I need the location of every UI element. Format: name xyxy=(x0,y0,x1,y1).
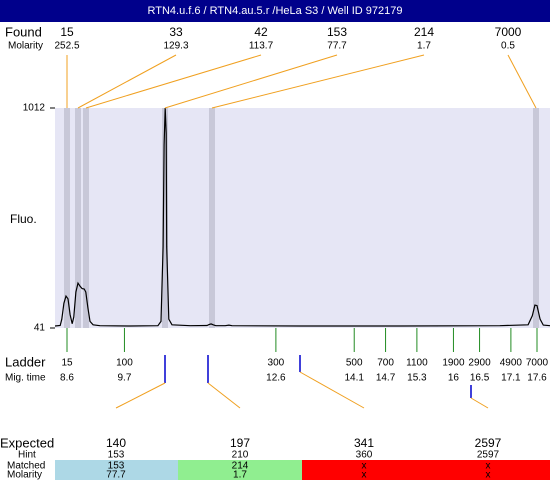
peak-band xyxy=(209,108,215,328)
ladder-size: 100 xyxy=(116,358,133,369)
ladder-size: 7000 xyxy=(526,358,549,369)
peak-size: 214 xyxy=(414,25,434,39)
hint: 360 xyxy=(356,450,373,461)
ladder-time: 9.7 xyxy=(117,373,131,384)
trace xyxy=(54,107,550,327)
expected-link xyxy=(115,382,166,409)
molarity-label: Molarity xyxy=(7,470,42,480)
y-label: Fluo. xyxy=(10,212,37,226)
ladder-time: 16.5 xyxy=(470,373,490,384)
ladder-size: 700 xyxy=(377,358,394,369)
peak-molarity: 77.7 xyxy=(327,41,347,52)
ladder-time: 14.7 xyxy=(376,373,396,384)
matched-molarity: x xyxy=(486,470,491,480)
matched-molarity: x xyxy=(362,470,367,480)
ladder-time: 15.3 xyxy=(407,373,427,384)
ladder-size: 15 xyxy=(61,358,73,369)
expected-link xyxy=(207,382,241,409)
title-bar xyxy=(0,0,550,22)
ladder-size: 4900 xyxy=(500,358,523,369)
ladder-sublabel: Mig. time xyxy=(5,373,46,384)
peak-molarity: 113.7 xyxy=(249,41,274,52)
match-band xyxy=(178,460,302,480)
expected-link xyxy=(470,397,489,409)
hint-label: Hint xyxy=(18,450,36,461)
peak-size: 15 xyxy=(60,25,74,39)
hint: 153 xyxy=(108,450,125,461)
ladder-label: Ladder xyxy=(5,354,46,369)
title: RTN4.u.f.6 / RTN4.au.5.r /HeLa S3 / Well… xyxy=(148,5,403,17)
ladder-time: 17.6 xyxy=(527,373,547,384)
ladder-time: 8.6 xyxy=(60,373,74,384)
hint: 2597 xyxy=(477,450,500,461)
ladder-size: 1100 xyxy=(406,358,428,369)
ladder-time: 17.1 xyxy=(501,373,521,384)
peak-band xyxy=(533,108,539,328)
y-tick-label: 41 xyxy=(34,323,46,334)
expected-label: Expected xyxy=(0,435,54,450)
no-match-band xyxy=(302,460,550,480)
ladder-time: 12.6 xyxy=(266,373,286,384)
matched: x xyxy=(362,461,367,472)
peak-size: 42 xyxy=(254,25,268,39)
ladder-time: 14.1 xyxy=(344,373,364,384)
peak-band xyxy=(75,108,81,328)
expected-size: 140 xyxy=(106,436,126,450)
ladder-size: 1900 xyxy=(442,358,465,369)
matched-molarity: 1.7 xyxy=(233,470,247,480)
ladder-size: 500 xyxy=(346,358,363,369)
found-sublabel: Molarity xyxy=(8,41,43,52)
peak-link xyxy=(507,54,537,109)
expected-link xyxy=(299,371,365,409)
match-band xyxy=(55,460,178,480)
peak-size: 153 xyxy=(327,25,347,39)
ladder-size: 2900 xyxy=(468,358,491,369)
expected-size: 341 xyxy=(354,436,374,450)
matched-label: Matched xyxy=(7,461,45,472)
ladder-time: 16 xyxy=(448,373,460,384)
ladder-size: 300 xyxy=(268,358,285,369)
expected-size: 2597 xyxy=(475,436,502,450)
peak-size: 7000 xyxy=(495,25,522,39)
peak-band xyxy=(64,108,70,328)
peak-link xyxy=(77,54,177,109)
hint: 210 xyxy=(232,450,249,461)
matched: 153 xyxy=(108,461,125,472)
y-tick-label: 1012 xyxy=(23,103,46,114)
peak-link xyxy=(211,54,425,109)
peak-link xyxy=(164,54,338,109)
peak-band xyxy=(162,108,168,328)
expected-size: 197 xyxy=(230,436,250,450)
matched-molarity: 77.7 xyxy=(106,470,126,480)
matched: x xyxy=(486,461,491,472)
matched: 214 xyxy=(232,461,249,472)
peak-molarity: 1.7 xyxy=(417,41,431,52)
peak-molarity: 252.5 xyxy=(54,41,79,52)
peak-link xyxy=(85,54,262,109)
peak-molarity: 129.3 xyxy=(163,41,188,52)
found-label: Found xyxy=(5,24,42,39)
peak-band xyxy=(83,108,89,328)
peak-molarity: 0.5 xyxy=(501,41,515,52)
plot-area xyxy=(55,108,550,328)
peak-size: 33 xyxy=(169,25,183,39)
